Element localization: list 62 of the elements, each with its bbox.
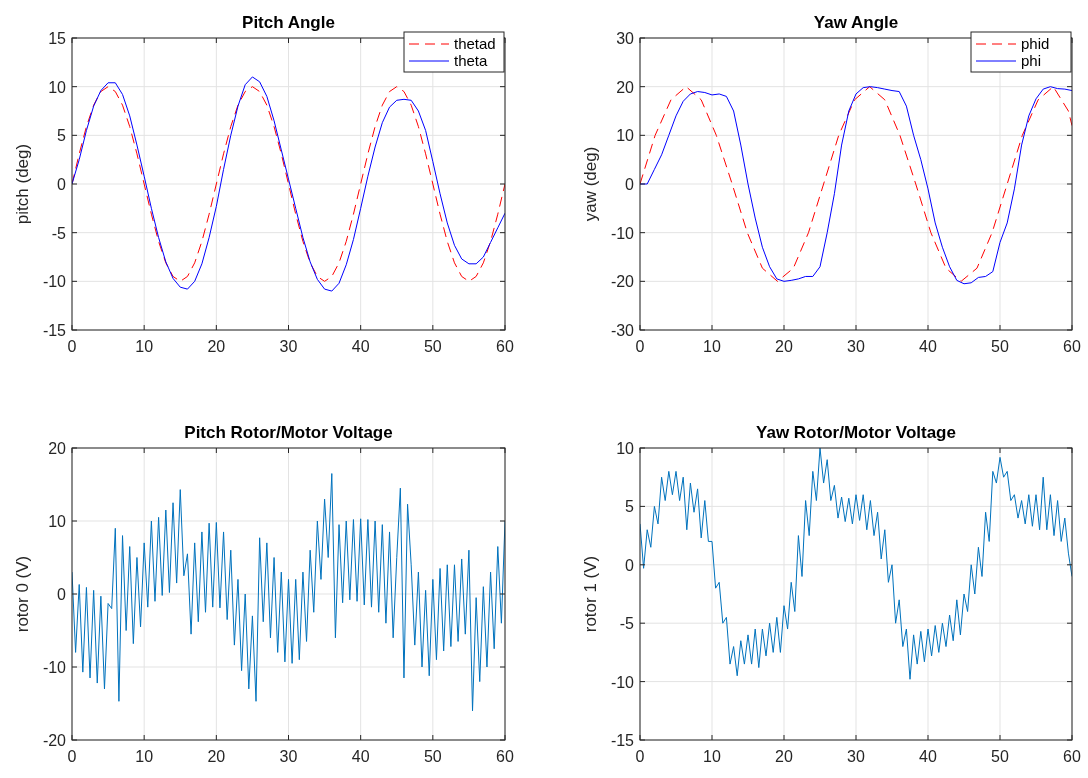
y-tick-label: -10 (610, 224, 635, 242)
y-tick-label: 15 (48, 30, 67, 47)
y-axis-title: rotor 1 (V) (581, 555, 600, 633)
x-tick-label: 60 (496, 748, 514, 765)
y-tick-label: -20 (42, 732, 67, 749)
y-tick-label: 0 (57, 586, 67, 603)
x-tick-label: 30 (279, 748, 298, 765)
x-tick-label: 10 (135, 748, 154, 765)
chart-title: Pitch Angle (242, 13, 335, 32)
y-tick-label: 5 (625, 498, 635, 516)
y-tick-label: -15 (610, 732, 635, 749)
x-tick-label: 50 (991, 748, 1009, 765)
y-tick-label: 30 (616, 30, 635, 47)
x-tick-label: 40 (919, 338, 937, 355)
x-tick-label: 60 (1063, 338, 1081, 355)
x-tick-label: 60 (496, 338, 514, 355)
x-tick-label: 50 (423, 748, 442, 765)
y-tick-label: -10 (42, 273, 67, 291)
y-tick-label: 10 (616, 440, 635, 457)
legend-label: thetad (454, 35, 496, 52)
y-tick-label: 5 (57, 127, 67, 145)
y-tick-label: 0 (625, 556, 635, 574)
x-tick-label: 40 (351, 338, 370, 355)
chart-title: Yaw Angle (813, 13, 899, 32)
x-tick-label: 60 (1063, 748, 1081, 765)
x-tick-label: 30 (847, 338, 865, 355)
x-tick-label: 20 (207, 748, 226, 765)
y-tick-label: 0 (625, 176, 635, 193)
y-tick-label: -5 (619, 615, 635, 633)
x-tick-label: 10 (703, 748, 721, 765)
y-axis-title: yaw (deg) (581, 146, 600, 222)
y-tick-label: -5 (51, 224, 67, 242)
legend-label: phid (1021, 35, 1050, 52)
x-tick-label: 40 (351, 748, 370, 765)
x-tick-label: 50 (991, 338, 1009, 355)
y-tick-label: 10 (616, 127, 635, 145)
chart-title: Pitch Rotor/Motor Voltage (184, 423, 393, 442)
chart-title: Yaw Rotor/Motor Voltage (756, 423, 956, 442)
legend-label: theta (454, 52, 489, 69)
line-series (72, 473, 505, 712)
x-tick-label: 20 (775, 748, 793, 765)
y-tick-label: -10 (42, 659, 67, 676)
y-axis-title: pitch (deg) (13, 143, 32, 225)
y-tick-label: 0 (57, 176, 67, 193)
x-tick-label: 20 (207, 338, 226, 355)
x-tick-label: 30 (847, 748, 865, 765)
y-tick-label: -20 (610, 273, 635, 291)
y-tick-label: -10 (610, 673, 635, 691)
x-tick-label: 10 (703, 338, 721, 355)
x-tick-label: 50 (423, 338, 442, 355)
x-tick-label: 20 (775, 338, 793, 355)
y-tick-label: 20 (48, 440, 67, 457)
y-tick-label: -30 (610, 322, 635, 339)
x-tick-label: 30 (279, 338, 298, 355)
y-axis-title: rotor 0 (V) (13, 555, 32, 633)
x-tick-label: 40 (919, 748, 937, 765)
legend-label: phi (1021, 52, 1042, 69)
y-tick-label: 10 (48, 513, 67, 530)
y-tick-label: 20 (616, 78, 635, 96)
x-tick-label: 10 (135, 338, 154, 355)
y-tick-label: 10 (48, 78, 67, 96)
y-tick-label: -15 (42, 322, 67, 339)
